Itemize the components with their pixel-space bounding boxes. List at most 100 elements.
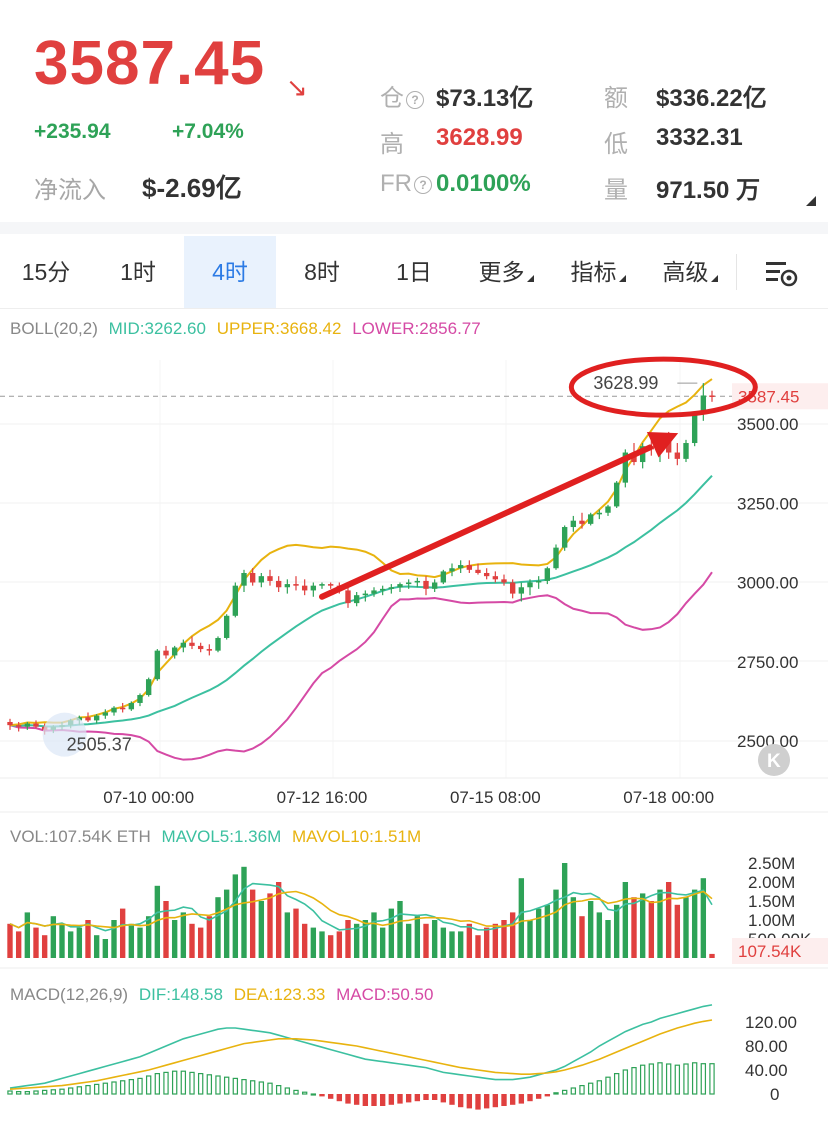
candle-body xyxy=(466,565,473,570)
volume-bar xyxy=(7,923,13,958)
volume-bar xyxy=(215,897,221,958)
low-marker-label: 2505.37 xyxy=(67,735,132,755)
macd-tick: 40.00 xyxy=(745,1061,788,1080)
volume-legend-ma10: MAVOL10:1.51M xyxy=(292,827,421,846)
volume-bar xyxy=(544,904,551,958)
chart-settings-icon[interactable] xyxy=(762,256,802,290)
stat-label-4: FR? xyxy=(380,170,434,198)
candlestick-series xyxy=(7,383,715,735)
volume-legend-name: VOL:107.54K ETH xyxy=(10,827,151,846)
help-icon[interactable]: ? xyxy=(414,175,432,194)
volume-bar xyxy=(466,923,473,958)
macd-bar xyxy=(700,1063,707,1095)
macd-bar xyxy=(206,1074,213,1095)
price-change-pct: +7.04% xyxy=(172,120,244,143)
volume-bar xyxy=(440,927,447,958)
tab-5[interactable]: 更多 xyxy=(460,236,552,308)
macd-bar xyxy=(15,1090,22,1095)
candle-body xyxy=(180,642,187,648)
candle-body xyxy=(388,587,395,589)
candle-body xyxy=(7,721,13,726)
tab-2[interactable]: 4时 xyxy=(184,236,276,308)
candle-body xyxy=(457,565,464,569)
volume-tick: 1.50M xyxy=(748,892,795,911)
last-price: 3587.45 xyxy=(34,29,266,98)
macd-dea-line xyxy=(9,1019,713,1090)
volume-bar xyxy=(293,908,299,958)
macd-bar xyxy=(223,1076,230,1095)
tab-1[interactable]: 1时 xyxy=(92,236,184,308)
macd-bar xyxy=(553,1092,559,1095)
stat-value-2: 3628.99 xyxy=(436,124,523,151)
macd-bar xyxy=(423,1094,429,1100)
tab-3[interactable]: 8时 xyxy=(276,236,368,308)
volume-bar xyxy=(206,916,213,958)
macd-bar xyxy=(440,1094,447,1103)
candle-body xyxy=(345,590,351,604)
macd-bar xyxy=(579,1084,585,1095)
candle-body xyxy=(605,506,611,513)
macd-bar xyxy=(180,1070,187,1095)
volume-bar xyxy=(336,931,343,958)
volume-bar xyxy=(553,889,559,958)
macd-bar xyxy=(492,1094,499,1108)
boll-legend-mid: MID:3262.60 xyxy=(109,319,206,338)
volume-bar xyxy=(414,916,421,958)
chart-area[interactable]: BOLL(20,2) MID:3262.60 UPPER:3668.42 LOW… xyxy=(0,309,828,1142)
volume-bar xyxy=(605,920,611,958)
candle-body xyxy=(154,650,161,680)
stat-value-3: 3332.31 xyxy=(656,124,743,151)
macd-bar xyxy=(362,1094,369,1106)
macd-bar xyxy=(379,1094,386,1106)
dropdown-caret-icon xyxy=(618,275,626,282)
macd-bar xyxy=(215,1075,221,1095)
candle-body xyxy=(249,572,256,583)
macd-bar xyxy=(457,1094,464,1108)
volume-bar xyxy=(449,931,455,958)
macd-bar xyxy=(527,1094,533,1102)
candle-body xyxy=(674,452,681,459)
stat-label-5: 量 xyxy=(604,170,628,205)
candle-body xyxy=(206,649,213,651)
macd-bar xyxy=(197,1072,204,1095)
tab-0[interactable]: 15分 xyxy=(0,236,92,308)
macd-bar xyxy=(345,1094,351,1104)
candle-body xyxy=(258,576,265,583)
tab-4[interactable]: 1日 xyxy=(368,236,460,308)
macd-tick: 120.00 xyxy=(745,1013,797,1032)
price-tick: 2500.00 xyxy=(737,732,798,751)
macd-bar xyxy=(501,1094,507,1106)
volume-bar xyxy=(518,878,525,958)
tab-6[interactable]: 指标 xyxy=(552,236,644,308)
volume-bar xyxy=(128,923,135,958)
macd-bar xyxy=(605,1076,611,1095)
volume-bar xyxy=(258,901,265,958)
candle-body xyxy=(440,571,447,583)
macd-legend-macd: MACD:50.50 xyxy=(336,985,433,1004)
candle-body xyxy=(371,590,377,594)
volume-bar xyxy=(111,920,117,958)
macd-bar xyxy=(414,1094,421,1102)
expand-corner-icon[interactable] xyxy=(806,196,816,206)
volume-legend: VOL:107.54K ETH MAVOL5:1.36M MAVOL10:1.5… xyxy=(10,827,421,846)
candle-body xyxy=(579,520,585,524)
stat-label-text: 高 xyxy=(380,131,404,158)
volume-legend-ma5: MAVOL5:1.36M xyxy=(162,827,282,846)
candle-body xyxy=(423,580,429,589)
tab-7[interactable]: 高级 xyxy=(644,236,736,308)
help-icon[interactable]: ? xyxy=(406,90,424,109)
scroll-to-latest-button[interactable] xyxy=(758,744,790,776)
volume-bar xyxy=(102,939,109,958)
macd-bar xyxy=(171,1070,178,1095)
macd-bar xyxy=(535,1094,542,1099)
macd-bar xyxy=(431,1094,438,1100)
volume-bar xyxy=(33,927,39,958)
macd-bar xyxy=(466,1094,473,1109)
boll-legend-upper: UPPER:3668.42 xyxy=(217,319,342,338)
candle-body xyxy=(379,588,386,591)
high-marker-label: 3628.99 xyxy=(593,373,658,393)
volume-bar xyxy=(241,866,247,958)
candle-body xyxy=(93,715,100,721)
annotation-arrow-head xyxy=(646,432,679,458)
candle-body xyxy=(293,584,299,586)
